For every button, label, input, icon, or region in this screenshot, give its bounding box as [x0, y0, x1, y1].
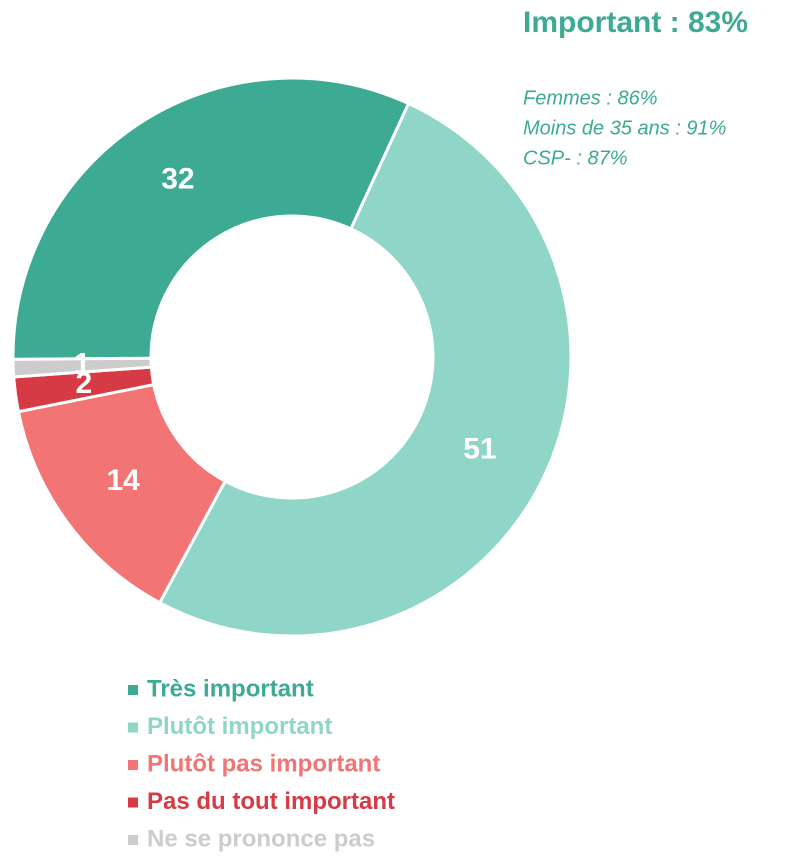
donut-segment: [157, 101, 573, 638]
data-label: 51: [463, 433, 496, 466]
legend-label: Pas du tout important: [147, 788, 395, 815]
legend-swatch: [128, 797, 138, 808]
legend-label: Plutôt important: [147, 713, 332, 740]
data-label: 14: [107, 464, 141, 497]
legend-label: Plutôt pas important: [147, 750, 380, 777]
legend-swatch: [128, 835, 138, 845]
legend-swatch: [128, 722, 138, 733]
annotation: CSP- : 87%: [523, 147, 627, 169]
donut-segment: [16, 382, 228, 605]
data-label: 32: [161, 163, 194, 196]
data-label: 2: [76, 367, 93, 400]
chart-title: Important : 83%: [523, 6, 748, 39]
donut-segment: [11, 76, 411, 361]
annotation: Femmes : 86%: [523, 87, 657, 109]
annotation: Moins de 35 ans : 91%: [523, 117, 726, 139]
legend-label: Très important: [147, 675, 314, 702]
donut-segment: [11, 356, 153, 379]
legend-swatch: [128, 760, 138, 770]
legend-label: Ne se prononce pas: [147, 825, 375, 852]
legend-swatch: [128, 685, 138, 695]
data-label: 1: [74, 347, 91, 380]
